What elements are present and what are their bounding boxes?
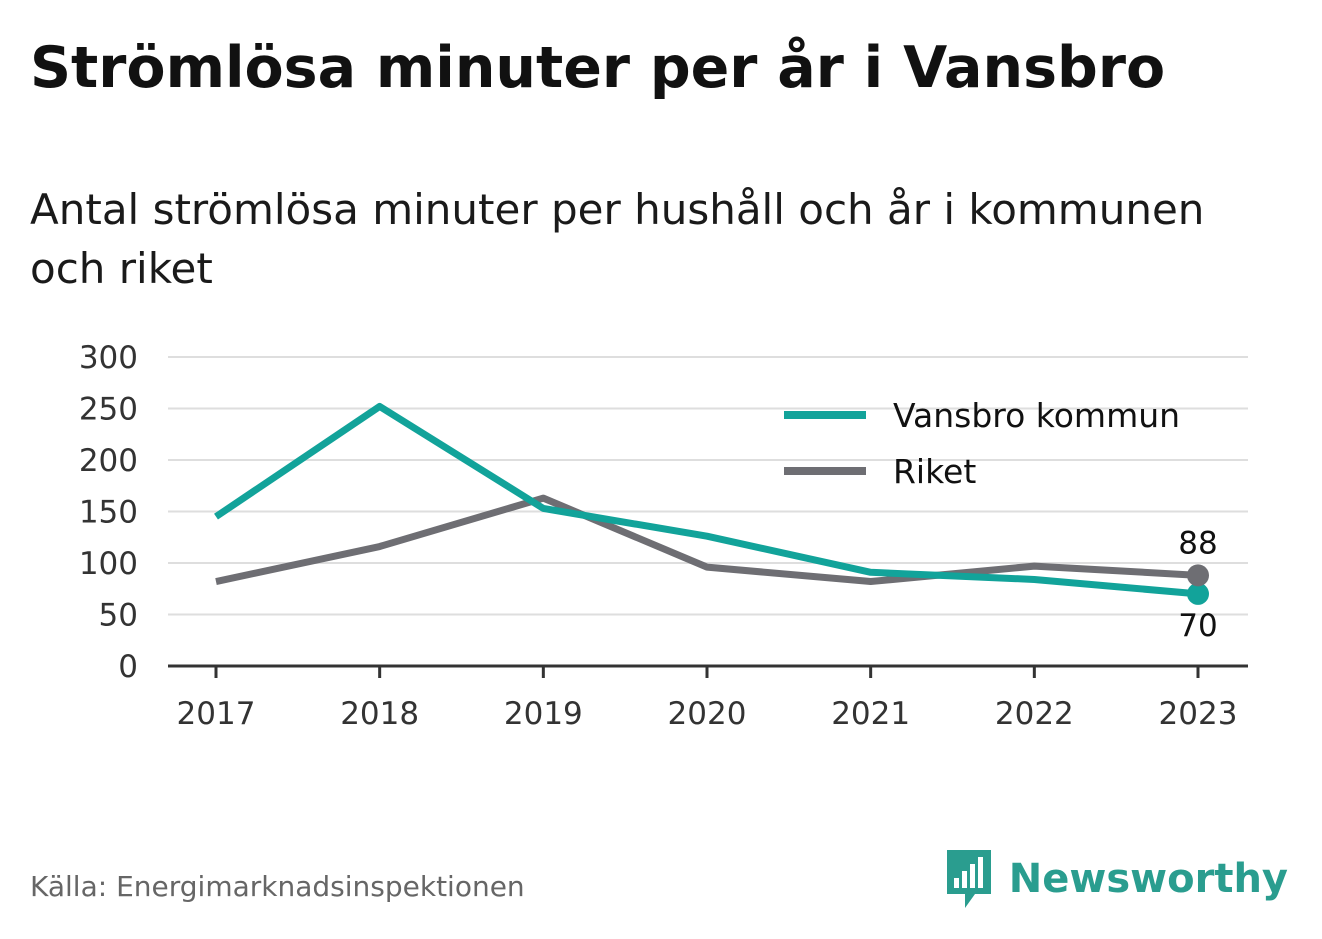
- legend-label: Riket: [893, 452, 976, 491]
- brand-name: Newsworthy: [1008, 856, 1288, 902]
- axes: 0 50 100 150 200 250 300 2017 2018 2019 2020 2021 20…: [79, 340, 1248, 732]
- line-chart: 0 50 100 150 200 250 300 2017 2018 2019 2020 2021 20…: [79, 340, 1248, 732]
- end-point-marker: [1187, 582, 1209, 605]
- chart-title: Strömlösa minuter per år i Vansbro: [30, 35, 1166, 101]
- series-line-1: [215, 494, 1199, 586]
- y-tick-label: 50: [99, 598, 138, 634]
- end-value-label: 88: [1178, 525, 1217, 561]
- x-tick-label: 2023: [1159, 696, 1238, 732]
- newsworthy-logo-icon: [946, 850, 991, 908]
- x-tick-label: 2018: [340, 696, 419, 732]
- y-tick-label: 300: [79, 340, 138, 376]
- y-tick-label: 250: [79, 392, 138, 428]
- x-tick-label: 2021: [831, 696, 910, 732]
- y-tick-label: 100: [79, 546, 138, 582]
- end-point-marker: [1187, 564, 1209, 587]
- x-tick-label: 2017: [177, 696, 256, 732]
- legend-label: Vansbro kommun: [893, 396, 1180, 435]
- y-tick-label: 0: [118, 649, 138, 685]
- y-tick-label: 200: [79, 443, 138, 479]
- gridlines: [168, 356, 1248, 616]
- chart-subtitle: Antal strömlösa minuter per hushåll och …: [30, 185, 1205, 293]
- x-tick-label: 2019: [504, 696, 583, 732]
- source-note: Källa: Energimarknadsinspektionen: [30, 870, 525, 903]
- end-value-label: 70: [1178, 608, 1217, 644]
- legend: Vansbro kommun Riket: [784, 396, 1180, 491]
- x-tick-label: 2020: [668, 696, 747, 732]
- series-line-0: [214, 402, 1199, 598]
- y-tick-label: 150: [79, 495, 138, 531]
- series: 70 88: [214, 402, 1218, 644]
- x-tick-label: 2022: [995, 696, 1074, 732]
- brand-logo: Newsworthy: [945, 848, 1288, 910]
